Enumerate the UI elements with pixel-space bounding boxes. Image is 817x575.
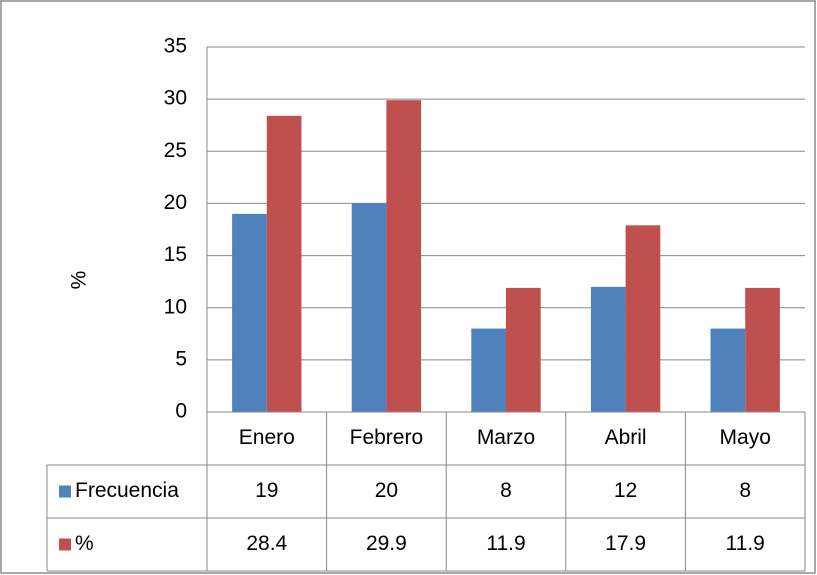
bar (745, 287, 780, 412)
table-value: 12 (614, 479, 637, 502)
table-value: 11.9 (726, 532, 765, 555)
y-tick-label: 5 (175, 347, 187, 370)
table-value: 8 (739, 479, 751, 502)
x-tick-label: Marzo (477, 426, 535, 449)
legend-key (59, 485, 71, 498)
y-tick-label: 30 (164, 87, 187, 110)
table-value: 29.9 (366, 532, 407, 555)
legend-label: % (75, 532, 94, 555)
y-axis-label: % (68, 271, 91, 290)
bar (266, 115, 302, 412)
y-tick-label: 20 (164, 191, 187, 214)
y-tick-label: 15 (164, 243, 187, 266)
bar (506, 287, 541, 412)
bar (590, 286, 626, 412)
legend-label: Frecuencia (75, 479, 179, 502)
table-value: 19 (255, 479, 278, 502)
bar (625, 225, 661, 412)
table-value: 28.4 (246, 532, 287, 555)
y-tick-label: 25 (164, 139, 187, 162)
legend-key (59, 538, 71, 551)
x-tick-label: Febrero (350, 426, 424, 449)
bar (710, 328, 746, 412)
y-tick-label: 10 (164, 295, 187, 318)
y-tick-label: 35 (164, 35, 187, 58)
table-value: 11.9 (486, 532, 525, 555)
x-tick-label: Mayo (720, 426, 771, 449)
y-tick-label: 0 (175, 400, 187, 423)
bar (471, 328, 506, 412)
bar (386, 100, 422, 412)
x-tick-label: Enero (239, 426, 295, 449)
x-tick-label: Abril (605, 426, 647, 449)
table-value: 20 (375, 479, 398, 502)
bar (351, 203, 387, 412)
table-value: 8 (500, 479, 512, 502)
bar (232, 213, 267, 412)
table-value: 17.9 (605, 532, 646, 555)
